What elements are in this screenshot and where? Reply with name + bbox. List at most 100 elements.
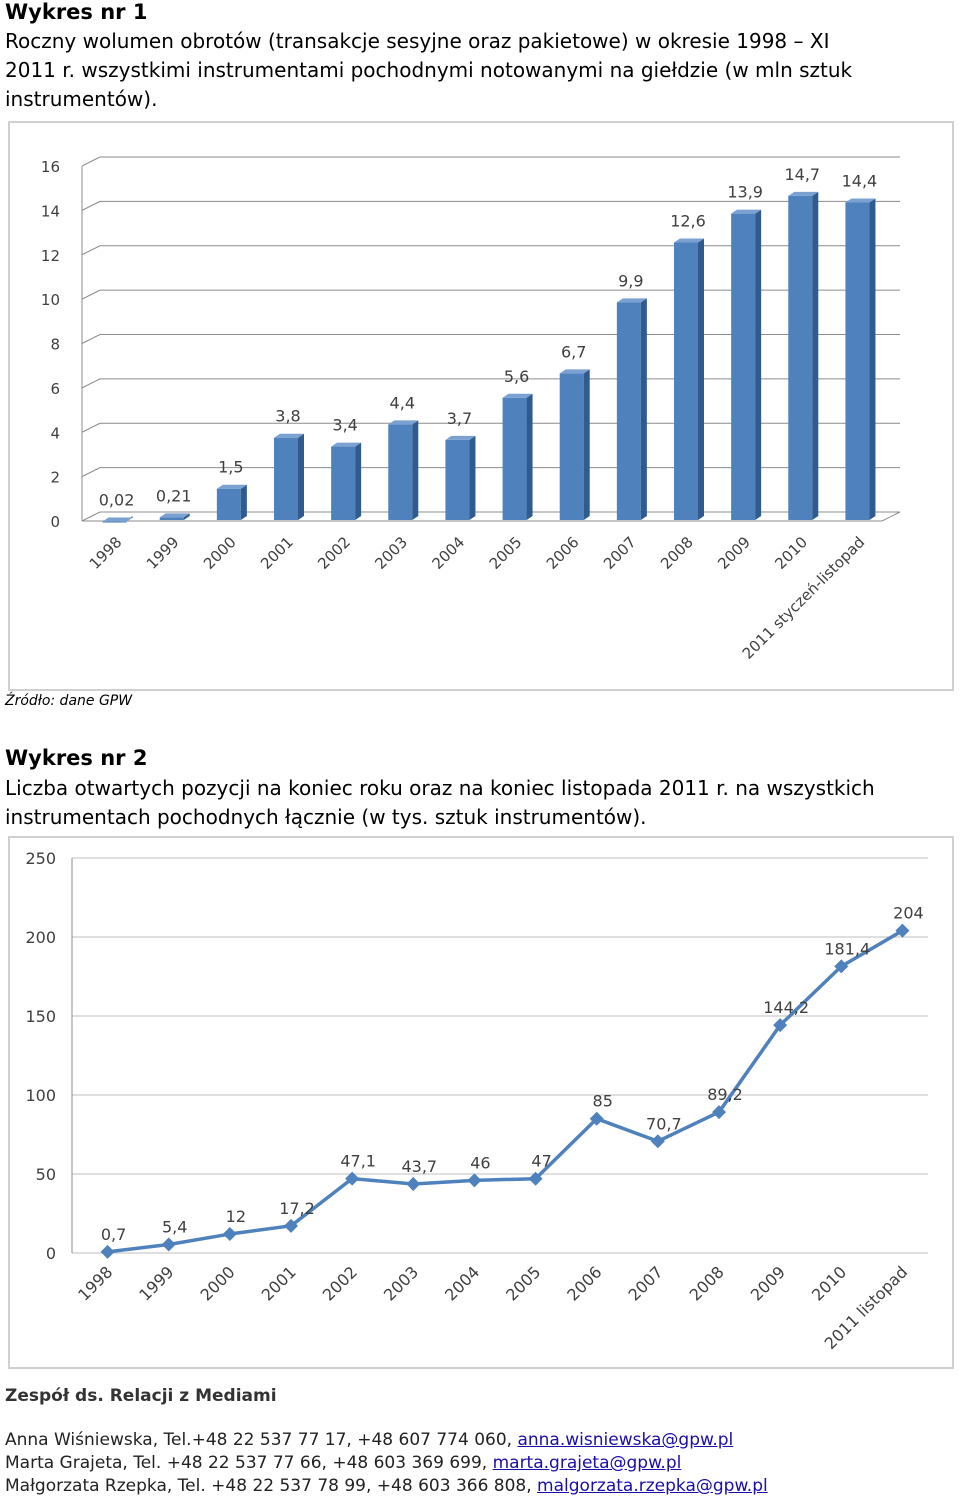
bar-top <box>616 298 647 303</box>
data-label: 89,2 <box>707 1085 743 1104</box>
data-label: 4,4 <box>390 393 415 412</box>
chart2-desc-line-1: Liczba otwartych pozycji na koniec roku … <box>5 776 875 800</box>
x-tick-label: 2007 <box>600 533 640 573</box>
grid-line <box>81 289 101 300</box>
chart1-desc-line-1: Roczny wolumen obrotów (transakcje sesyj… <box>5 29 830 53</box>
bar-front <box>331 446 356 520</box>
bar <box>616 298 647 520</box>
grid-line <box>81 422 101 433</box>
contact-email-link[interactable]: malgorzata.rzepka@gpw.pl <box>537 1476 768 1496</box>
x-tick-label: 1998 <box>86 533 126 573</box>
bar-front <box>788 195 813 520</box>
data-label: 0,7 <box>101 1225 126 1244</box>
bar-front <box>845 202 870 520</box>
x-tick-label: 2000 <box>200 533 240 573</box>
bar-top <box>845 198 876 203</box>
y-tick-label: 16 <box>41 158 60 176</box>
x-tick-label: 2007 <box>624 1262 666 1304</box>
chart2-heading: Wykres nr 2 <box>5 746 148 770</box>
x-tick-label: 2004 <box>429 533 469 573</box>
contact-line: Anna Wiśniewska, Tel.+48 22 537 77 17, +… <box>5 1430 733 1450</box>
y-tick-label: 100 <box>25 1086 56 1105</box>
data-label: 12,6 <box>670 211 706 230</box>
x-tick-label: 2003 <box>371 533 411 573</box>
bar-top <box>445 435 476 440</box>
bar-top <box>159 513 190 518</box>
data-point <box>834 959 849 974</box>
data-point <box>100 1244 115 1259</box>
bar-side <box>240 484 247 520</box>
chart1-source: Źródło: dane GPW <box>5 693 133 709</box>
data-label: 3,8 <box>275 407 300 426</box>
contact-text: Anna Wiśniewska, Tel.+48 22 537 77 17, +… <box>5 1430 518 1450</box>
data-label: 144,2 <box>763 998 809 1017</box>
x-tick-label: 2003 <box>380 1262 422 1304</box>
contact-line: Małgorzata Rzepka, Tel. +48 22 537 78 99… <box>5 1476 768 1496</box>
y-tick-label: 6 <box>50 380 60 398</box>
data-label: 5,6 <box>504 367 529 386</box>
contact-email-link[interactable]: anna.wisniewska@gpw.pl <box>517 1430 734 1450</box>
bar-side <box>698 238 704 520</box>
bar-side <box>469 435 476 520</box>
data-label: 14,7 <box>784 165 820 184</box>
chart1-heading: Wykres nr 1 <box>5 0 148 24</box>
y-tick-label: 250 <box>25 849 56 868</box>
bar-top <box>331 442 362 447</box>
y-tick-label: 200 <box>25 928 56 947</box>
grid-line <box>81 245 101 256</box>
bar-front <box>445 439 470 520</box>
y-tick-label: 2 <box>50 469 60 487</box>
data-label: 13,9 <box>727 183 763 202</box>
bar <box>274 433 304 520</box>
chart1-desc-line-2: 2011 r. wszystkimi instrumentami pochodn… <box>5 58 853 82</box>
x-tick-label: 2004 <box>441 1262 483 1304</box>
grid-line <box>81 467 101 478</box>
data-label: 47,1 <box>340 1152 376 1171</box>
axis-line <box>881 511 901 522</box>
x-tick-label: 2006 <box>563 1262 605 1304</box>
bar <box>502 393 533 520</box>
y-tick-label: 0 <box>50 513 60 531</box>
data-point <box>650 1134 665 1149</box>
y-tick-label: 8 <box>50 336 60 354</box>
contact-email-link[interactable]: marta.grajeta@gpw.pl <box>492 1453 682 1473</box>
y-tick-label: 14 <box>41 202 60 220</box>
y-tick-label: 10 <box>41 291 60 309</box>
data-point <box>406 1176 421 1191</box>
bar-front <box>159 517 184 520</box>
x-tick-label: 2008 <box>686 1262 728 1304</box>
data-point <box>222 1227 237 1242</box>
footer-title: Zespół ds. Relacji z Mediami <box>5 1386 277 1406</box>
data-label: 43,7 <box>401 1157 437 1176</box>
data-label: 6,7 <box>561 342 586 361</box>
data-point <box>467 1173 482 1188</box>
data-label: 3,4 <box>332 416 357 435</box>
bar-top <box>388 420 419 425</box>
x-tick-label: 2002 <box>319 1262 361 1304</box>
chart1-desc-line-3: instrumentów). <box>5 87 158 111</box>
bar-front <box>559 373 584 520</box>
chart1-frame: 0 2 4 6 8 10 12 14 16 0,02 1998 0,21 1999 1,5 2000 3,8 2… <box>8 121 954 691</box>
data-point <box>773 1018 788 1033</box>
bar <box>216 484 247 520</box>
bar <box>388 420 419 520</box>
x-tick-label: 1999 <box>135 1262 177 1304</box>
bar-side <box>640 298 647 520</box>
bar-top <box>788 191 819 196</box>
y-tick-label: 150 <box>25 1007 56 1026</box>
x-tick-label: 2002 <box>314 533 354 573</box>
grid-line <box>81 334 101 344</box>
data-label: 0,02 <box>99 491 135 510</box>
bar <box>788 191 819 520</box>
y-tick-label: 0 <box>46 1244 56 1263</box>
x-tick-label: 2010 <box>771 533 811 573</box>
y-tick-label: 50 <box>36 1165 56 1184</box>
bar-front <box>388 424 413 520</box>
x-tick-label: 2009 <box>747 1262 789 1304</box>
grid-line <box>81 156 101 167</box>
contact-text: Marta Grajeta, Tel. +48 22 537 77 66, +4… <box>5 1453 493 1473</box>
x-tick-label: 2000 <box>196 1262 238 1304</box>
data-point <box>161 1237 176 1252</box>
chart2-desc-line-2: instrumentach pochodnych łącznie (w tys.… <box>5 805 647 829</box>
bar-top <box>102 517 133 522</box>
